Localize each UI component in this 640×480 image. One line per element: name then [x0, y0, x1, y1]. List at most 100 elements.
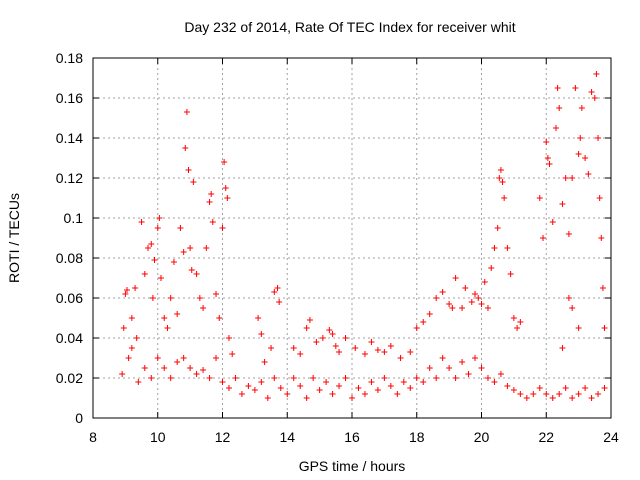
data-point: [575, 325, 582, 331]
data-point: [510, 315, 517, 321]
data-point: [426, 311, 433, 317]
data-point: [164, 325, 171, 331]
data-point: [497, 371, 504, 377]
data-point: [540, 235, 547, 241]
x-tick-label: 22: [538, 429, 554, 445]
data-point: [374, 387, 381, 393]
data-point: [128, 315, 135, 321]
data-point: [355, 385, 362, 391]
data-point: [546, 161, 553, 167]
data-point: [261, 359, 268, 365]
data-point: [180, 355, 187, 361]
data-point: [575, 151, 582, 157]
data-point: [271, 375, 278, 381]
data-point: [556, 105, 563, 111]
data-point: [433, 295, 440, 301]
y-tick-label: 0.12: [56, 170, 83, 186]
data-point: [229, 351, 236, 357]
data-point: [575, 391, 582, 397]
data-point: [544, 155, 551, 161]
data-point: [381, 375, 388, 381]
y-tick-label: 0.06: [56, 290, 83, 306]
data-point: [264, 395, 271, 401]
data-point: [465, 371, 472, 377]
y-tick-label: 0.08: [56, 250, 83, 266]
data-point: [510, 387, 517, 393]
data-point: [161, 315, 168, 321]
data-point: [276, 299, 283, 305]
chart-title: Day 232 of 2014, Rate Of TEC Index for r…: [184, 19, 515, 35]
data-point: [452, 375, 459, 381]
data-point: [193, 271, 200, 277]
data-point: [361, 351, 368, 357]
data-point: [196, 295, 203, 301]
data-point: [481, 279, 488, 285]
data-point: [132, 285, 139, 291]
data-point: [213, 355, 220, 361]
data-point: [501, 195, 508, 201]
data-point: [206, 199, 213, 205]
data-point: [219, 379, 226, 385]
data-point: [180, 249, 187, 255]
axis-ticks: 8 10 12 14 16 18 20 22 24 0 0.02 0.04 0.06 0.08 0.1 0.1…: [56, 50, 619, 445]
y-tick-label: 0.04: [56, 330, 83, 346]
data-point: [591, 95, 598, 101]
data-point: [585, 171, 592, 177]
data-point: [154, 355, 161, 361]
data-point: [413, 375, 420, 381]
data-point: [514, 325, 521, 331]
data-point: [245, 383, 252, 389]
data-point: [426, 365, 433, 371]
x-tick-label: 12: [215, 429, 231, 445]
data-point: [497, 167, 504, 173]
data-point: [507, 271, 514, 277]
data-point: [222, 185, 229, 191]
data-point: [213, 291, 220, 297]
x-tick-label: 16: [344, 429, 360, 445]
data-point: [488, 265, 495, 271]
data-point: [601, 385, 608, 391]
data-point: [446, 365, 453, 371]
data-point: [394, 391, 401, 397]
data-point: [352, 345, 359, 351]
data-point: [251, 387, 258, 393]
data-point: [182, 145, 189, 151]
data-point: [208, 191, 215, 197]
data-point: [472, 291, 479, 297]
data-point: [188, 267, 195, 273]
data-point: [170, 259, 177, 265]
data-point: [578, 105, 585, 111]
data-point: [475, 295, 482, 301]
data-point: [174, 311, 181, 317]
data-point: [387, 343, 394, 349]
data-point: [200, 367, 207, 373]
data-point: [336, 383, 343, 389]
data-point: [543, 139, 550, 145]
x-tick-label: 10: [150, 429, 166, 445]
data-point: [562, 385, 569, 391]
data-point: [523, 395, 530, 401]
data-point: [154, 225, 161, 231]
data-point: [187, 245, 194, 251]
x-tick-label: 20: [474, 429, 490, 445]
data-point: [517, 319, 524, 325]
data-point: [167, 295, 174, 301]
data-point: [536, 195, 543, 201]
data-point: [349, 395, 355, 401]
data-point: [572, 85, 579, 91]
data-point: [148, 241, 155, 247]
data-point: [595, 135, 602, 141]
data-point: [336, 349, 343, 355]
data-point: [496, 175, 503, 181]
data-point: [342, 335, 349, 341]
data-point: [559, 201, 566, 207]
data-point: [183, 109, 190, 115]
data-point: [582, 155, 589, 161]
data-point: [216, 315, 223, 321]
data-point: [368, 339, 375, 345]
data-point: [543, 391, 550, 397]
data-point: [303, 325, 310, 331]
data-point: [342, 375, 349, 381]
data-point: [232, 375, 239, 381]
